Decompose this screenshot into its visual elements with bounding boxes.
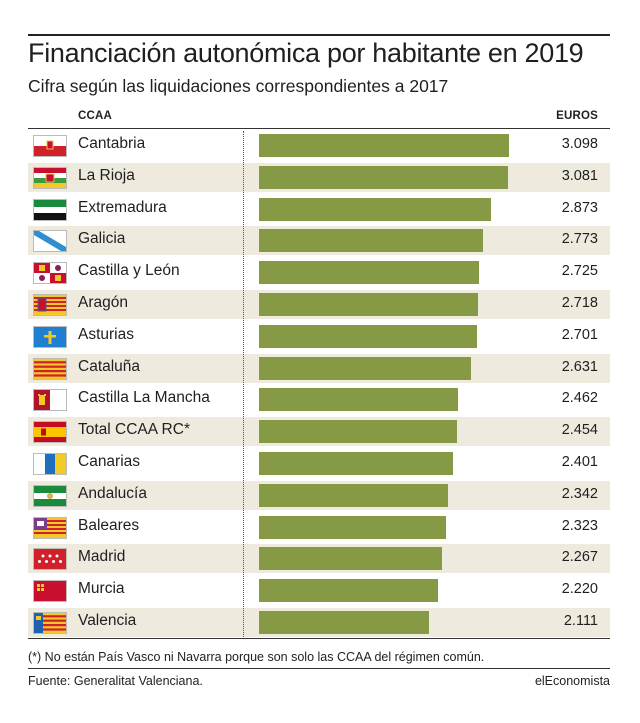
row-madrid: Madrid 2.267 bbox=[28, 544, 610, 574]
bar-valencia bbox=[259, 611, 430, 634]
extremadura-flag-icon bbox=[34, 199, 66, 220]
value-label: 2.111 bbox=[563, 613, 598, 629]
category-label: Baleares bbox=[78, 516, 140, 534]
bar-canarias bbox=[259, 452, 453, 475]
row-valencia: Valencia 2.111 bbox=[28, 608, 610, 637]
valencia-flag-icon bbox=[34, 613, 66, 633]
footer-rule-bottom bbox=[28, 668, 610, 669]
bar-castilla-la-mancha bbox=[259, 388, 458, 412]
bar-cataluna bbox=[259, 356, 472, 380]
row-extremadura: Extremadura 2.873 bbox=[28, 195, 610, 224]
cataluna-flag-icon bbox=[34, 358, 66, 379]
category-label: Cantabria bbox=[78, 135, 146, 152]
category-label: Valencia bbox=[78, 612, 137, 629]
baleares-flag-icon bbox=[34, 517, 66, 538]
row-cataluna: Cataluña 2.631 bbox=[28, 353, 610, 383]
bar-la-rioja bbox=[259, 165, 508, 189]
value-label: 2.267 bbox=[561, 549, 598, 566]
row-galicia: Galicia 2.773 bbox=[28, 226, 610, 256]
galicia-flag-icon bbox=[34, 231, 66, 252]
row-cantabria: Cantabria 3.098 bbox=[28, 131, 610, 160]
murcia-flag-icon bbox=[34, 581, 66, 602]
value-label: 2.342 bbox=[561, 485, 598, 502]
castilla-y-leon-flag-icon bbox=[34, 263, 66, 284]
row-andalucia: Andalucía 2.342 bbox=[28, 480, 610, 510]
andalucia-flag-icon bbox=[34, 485, 66, 506]
value-label: 2.454 bbox=[561, 422, 598, 439]
castilla-la-mancha-flag-icon bbox=[34, 390, 66, 411]
value-label: 2.773 bbox=[561, 231, 598, 248]
value-label: 2.462 bbox=[561, 390, 598, 407]
category-label: Castilla y León bbox=[78, 262, 180, 280]
row-total-ccaa-rc: Total CCAA RC* 2.454 bbox=[28, 417, 610, 447]
footer-rule-top bbox=[28, 638, 610, 639]
top-rule bbox=[28, 34, 610, 36]
value-label: 3.098 bbox=[561, 136, 598, 152]
bar-castilla-y-leon bbox=[259, 261, 479, 285]
category-label: Galicia bbox=[78, 230, 126, 248]
row-la-rioja: La Rioja 3.081 bbox=[28, 162, 610, 192]
madrid-flag-icon bbox=[34, 549, 66, 570]
asturias-flag-icon bbox=[34, 326, 66, 347]
cantabria-flag-icon bbox=[34, 136, 66, 156]
source-text: Fuente: Generalitat Valenciana. bbox=[28, 674, 203, 688]
value-label: 2.220 bbox=[561, 581, 598, 598]
value-label: 2.323 bbox=[561, 517, 598, 534]
category-label: Aragón bbox=[78, 294, 128, 311]
category-label: Total CCAA RC* bbox=[78, 421, 190, 439]
category-label: Asturias bbox=[78, 325, 134, 343]
column-header-value: EUROS bbox=[556, 110, 598, 122]
category-label: La Rioja bbox=[78, 166, 135, 184]
bar-andalucia bbox=[259, 483, 448, 507]
row-baleares: Baleares 2.323 bbox=[28, 513, 610, 542]
chart-subtitle: Cifra según las liquidaciones correspond… bbox=[28, 76, 449, 96]
value-label: 2.718 bbox=[561, 295, 598, 311]
value-label: 2.701 bbox=[561, 326, 598, 343]
category-label: Canarias bbox=[78, 453, 141, 470]
row-canarias: Canarias 2.401 bbox=[28, 449, 610, 478]
category-label: Castilla La Mancha bbox=[78, 389, 210, 407]
aragon-flag-icon bbox=[34, 295, 66, 315]
row-castilla-la-mancha: Castilla La Mancha 2.462 bbox=[28, 385, 610, 414]
value-label: 2.401 bbox=[561, 454, 598, 470]
brand-text: elEconomista bbox=[534, 674, 610, 688]
bar-extremadura bbox=[259, 197, 491, 221]
value-label: 3.081 bbox=[561, 167, 598, 184]
category-label: Cataluña bbox=[78, 357, 141, 375]
header-rule bbox=[28, 128, 610, 129]
category-label: Extremadura bbox=[78, 198, 167, 216]
row-asturias: Asturias 2.701 bbox=[28, 322, 610, 351]
column-header-region: CCAA bbox=[78, 110, 113, 122]
category-label: Andalucía bbox=[78, 484, 147, 502]
category-label: Murcia bbox=[78, 580, 125, 598]
bar-murcia bbox=[259, 579, 439, 603]
row-castilla-y-leon: Castilla y León 2.725 bbox=[28, 258, 610, 287]
category-label: Madrid bbox=[78, 548, 126, 566]
dotted-separator bbox=[243, 131, 244, 637]
bar-asturias bbox=[259, 324, 477, 348]
bar-cantabria bbox=[259, 134, 509, 157]
value-label: 2.873 bbox=[561, 199, 598, 216]
bar-baleares bbox=[259, 515, 447, 539]
la-rioja-flag-icon bbox=[34, 167, 66, 188]
chart-title: Financiación autonómica por habitante en… bbox=[28, 38, 584, 68]
bar-madrid bbox=[259, 547, 442, 571]
canarias-flag-icon bbox=[34, 454, 66, 474]
row-aragon: Aragón 2.718 bbox=[28, 290, 610, 319]
footnote: (*) No están País Vasco ni Navarra porqu… bbox=[28, 650, 485, 664]
bar-aragon bbox=[259, 293, 479, 316]
bar-galicia bbox=[259, 229, 483, 253]
value-label: 2.631 bbox=[561, 358, 598, 375]
spain-flag-icon bbox=[34, 422, 66, 443]
row-murcia: Murcia 2.220 bbox=[28, 576, 610, 605]
value-label: 2.725 bbox=[561, 263, 598, 280]
bar-total-ccaa-rc bbox=[259, 420, 458, 444]
